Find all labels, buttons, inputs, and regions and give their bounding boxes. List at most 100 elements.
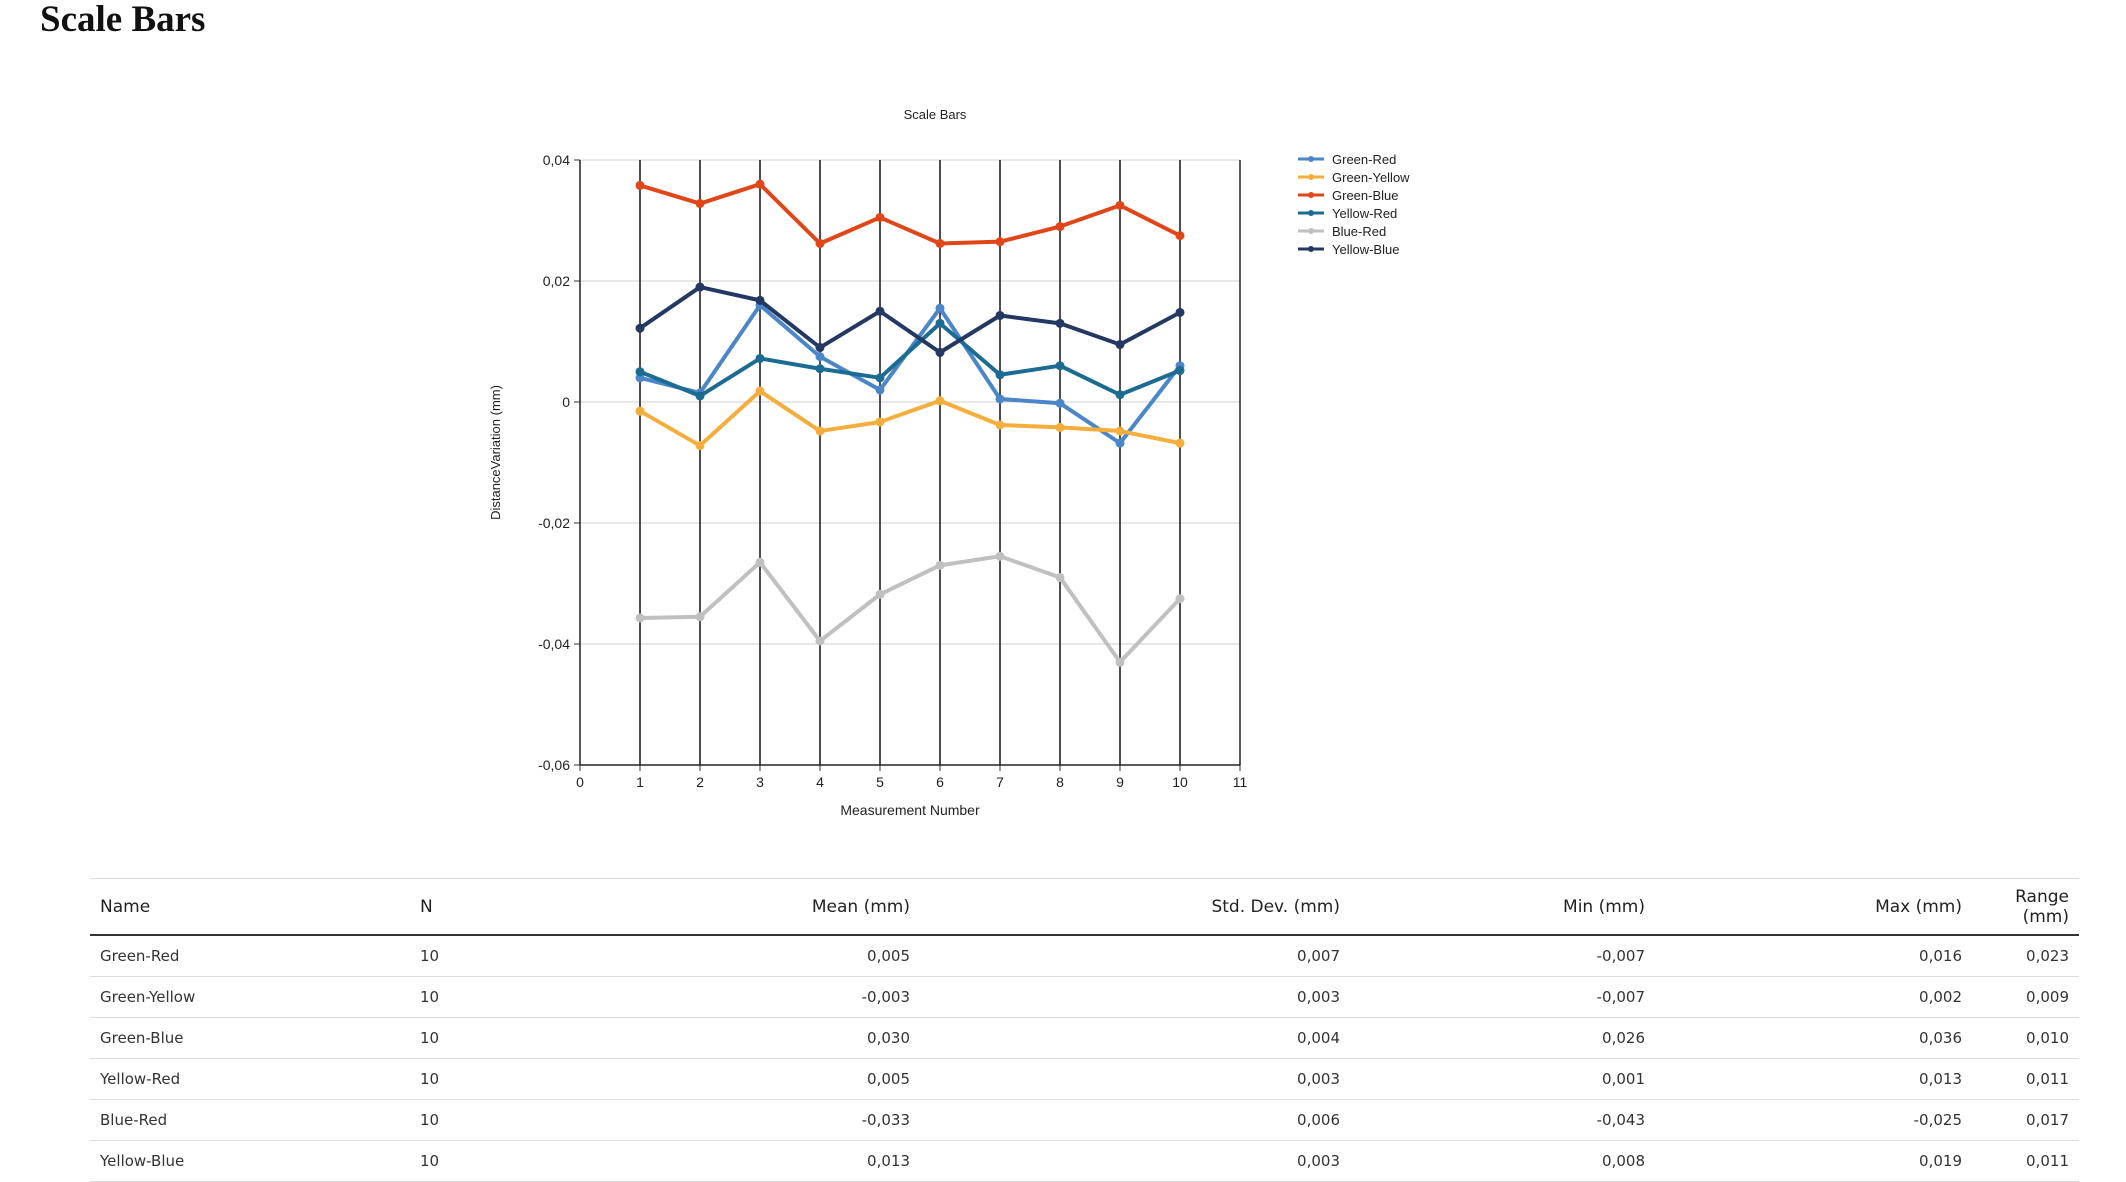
- y-tick-label: 0: [562, 394, 570, 410]
- legend-entry: Green-Yellow: [1332, 170, 1410, 185]
- data-point: [635, 180, 645, 190]
- data-point: [935, 238, 945, 248]
- cell-min: -0,007: [1350, 976, 1655, 1018]
- data-point: [875, 385, 885, 395]
- cell-name: Blue-Red: [90, 1099, 410, 1141]
- data-point: [875, 417, 885, 427]
- col-header-range: Range (mm): [1972, 878, 2079, 936]
- data-point: [995, 370, 1005, 380]
- data-point: [755, 353, 765, 363]
- legend-marker: [1308, 210, 1314, 216]
- statistics-table-container: Name N Mean (mm) Std. Dev. (mm) Min (mm)…: [90, 878, 2079, 1182]
- cell-max: 0,019: [1655, 1140, 1972, 1182]
- cell-name: Yellow-Blue: [90, 1140, 410, 1182]
- x-tick-label: 4: [816, 774, 824, 790]
- data-point: [755, 179, 765, 189]
- col-header-std-dev: Std. Dev. (mm): [920, 878, 1350, 936]
- data-point: [875, 373, 885, 383]
- data-point: [935, 396, 945, 406]
- cell-std-dev: 0,004: [920, 1017, 1350, 1059]
- data-point: [995, 394, 1005, 404]
- data-point: [635, 323, 645, 333]
- y-tick-label: -0,02: [538, 515, 570, 531]
- cell-min: -0,043: [1350, 1099, 1655, 1141]
- data-point: [635, 613, 645, 623]
- y-tick-label: 0,04: [543, 152, 570, 168]
- x-tick-label: 9: [1116, 774, 1124, 790]
- x-tick-label: 0: [576, 774, 584, 790]
- data-point: [1115, 390, 1125, 400]
- y-tick-label: -0,04: [538, 636, 570, 652]
- table-row: Green-Yellow 10 -0,003 0,003 -0,007 0,00…: [90, 976, 2079, 1018]
- data-point: [1175, 366, 1185, 376]
- data-point: [875, 589, 885, 599]
- data-point: [695, 199, 705, 209]
- cell-min: 0,008: [1350, 1140, 1655, 1182]
- x-tick-label: 1: [636, 774, 644, 790]
- page-title: Scale Bars: [40, 0, 206, 40]
- data-point: [1175, 307, 1185, 317]
- legend-marker: [1308, 228, 1314, 234]
- data-point: [1115, 438, 1125, 448]
- data-point: [815, 426, 825, 436]
- x-tick-label: 8: [1056, 774, 1064, 790]
- data-point: [755, 557, 765, 567]
- cell-mean: -0,003: [620, 976, 920, 1018]
- data-point: [1115, 426, 1125, 436]
- legend-marker: [1308, 246, 1314, 252]
- data-point: [935, 347, 945, 357]
- data-point: [1055, 398, 1065, 408]
- data-point: [995, 310, 1005, 320]
- cell-max: 0,002: [1655, 976, 1972, 1018]
- data-point: [995, 237, 1005, 247]
- data-point: [815, 636, 825, 646]
- data-point: [695, 391, 705, 401]
- cell-std-dev: 0,006: [920, 1099, 1350, 1141]
- data-point: [1175, 231, 1185, 241]
- x-tick-label: 6: [936, 774, 944, 790]
- x-tick-label: 7: [996, 774, 1004, 790]
- cell-mean: 0,005: [620, 935, 920, 977]
- cell-range: 0,023: [1972, 935, 2079, 977]
- chart-title: Scale Bars: [904, 107, 967, 122]
- x-tick-label: 11: [1233, 774, 1248, 790]
- legend-entry: Yellow-Red: [1332, 206, 1397, 221]
- cell-std-dev: 0,007: [920, 935, 1350, 977]
- cell-std-dev: 0,003: [920, 1140, 1350, 1182]
- data-point: [1115, 657, 1125, 667]
- data-point: [1175, 594, 1185, 604]
- cell-max: 0,013: [1655, 1058, 1972, 1100]
- table-row: Green-Red 10 0,005 0,007 -0,007 0,016 0,…: [90, 935, 2079, 977]
- cell-range: 0,010: [1972, 1017, 2079, 1059]
- data-point: [875, 306, 885, 316]
- col-header-n: N: [410, 878, 620, 936]
- cell-mean: -0,033: [620, 1099, 920, 1141]
- x-tick-label: 2: [696, 774, 704, 790]
- legend-entry: Green-Red: [1332, 152, 1396, 167]
- data-point: [875, 212, 885, 222]
- col-header-mean: Mean (mm): [620, 878, 920, 936]
- data-point: [695, 282, 705, 292]
- x-axis-label: Measurement Number: [840, 802, 980, 818]
- y-tick-label: 0,02: [543, 273, 570, 289]
- x-tick-label: 5: [876, 774, 884, 790]
- data-point: [995, 420, 1005, 430]
- cell-range: 0,011: [1972, 1058, 2079, 1100]
- cell-range: 0,011: [1972, 1140, 2079, 1182]
- cell-n: 10: [410, 1017, 620, 1059]
- table-row: Blue-Red 10 -0,033 0,006 -0,043 -0,025 0…: [90, 1099, 2079, 1141]
- data-point: [695, 441, 705, 451]
- series-line-yellow-blue: [638, 285, 1182, 355]
- cell-name: Green-Yellow: [90, 976, 410, 1018]
- legend-marker: [1308, 156, 1314, 162]
- cell-mean: 0,030: [620, 1017, 920, 1059]
- cell-n: 10: [410, 1058, 620, 1100]
- line-chart: 0,04 0,02 0 -0,02 -0,04 -0,06 0 1 2 3 4 5 6 7 8 9 10 11 Sc…: [488, 107, 1410, 818]
- col-header-min: Min (mm): [1350, 878, 1655, 936]
- cell-max: 0,016: [1655, 935, 1972, 977]
- data-point: [815, 352, 825, 362]
- cell-name: Green-Red: [90, 935, 410, 977]
- cell-n: 10: [410, 976, 620, 1018]
- data-point: [1055, 361, 1065, 371]
- data-point: [1175, 438, 1185, 448]
